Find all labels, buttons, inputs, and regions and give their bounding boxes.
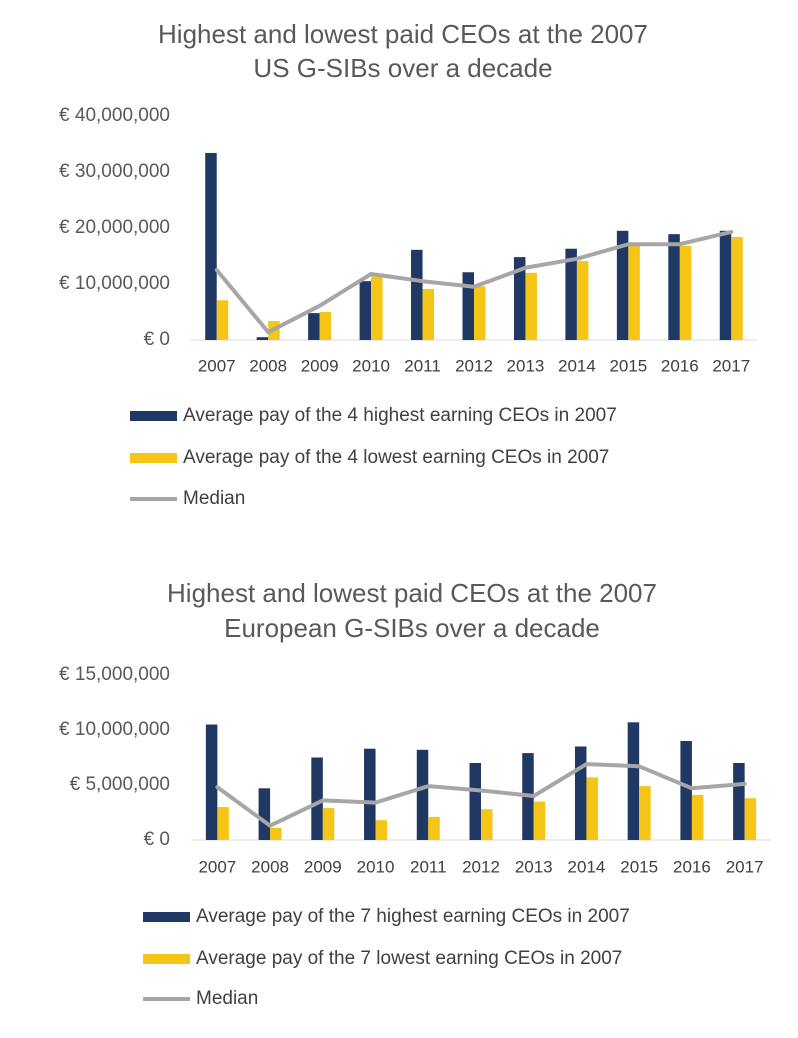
legend-label: Median [183, 488, 245, 509]
bar [731, 236, 743, 340]
y-tick-label: € 10,000,000 [59, 719, 170, 740]
bar [680, 741, 692, 840]
legend-swatch [143, 954, 190, 964]
x-tick-label: 2015 [620, 857, 658, 876]
y-tick-label: € 30,000,000 [59, 161, 170, 182]
chart-title: European G-SIBs over a decade [224, 613, 600, 643]
legend-swatch [130, 411, 177, 421]
x-tick-label: 2013 [515, 857, 553, 876]
bar [428, 816, 440, 840]
bar [576, 261, 589, 340]
bar [513, 257, 526, 340]
x-tick-label: 2017 [712, 356, 750, 375]
x-tick-label: 2007 [198, 857, 236, 876]
bar [375, 820, 388, 840]
x-tick-label: 2016 [673, 857, 711, 876]
bar [691, 794, 704, 840]
x-tick-label: 2012 [455, 356, 493, 375]
chart-title: Highest and lowest paid CEOs at the 2007 [158, 19, 648, 49]
y-tick-label: € 20,000,000 [59, 217, 170, 238]
bar [364, 748, 376, 840]
legend-label: Average pay of the 7 lowest earning CEOs… [196, 948, 622, 969]
x-tick-label: 2008 [249, 356, 287, 375]
line [215, 762, 747, 828]
bar [205, 152, 217, 340]
x-tick-label: 2009 [304, 857, 342, 876]
bar [565, 248, 577, 340]
bar [308, 313, 320, 340]
legend-label: Average pay of the 7 highest earning CEO… [196, 906, 630, 927]
bar [258, 788, 271, 840]
x-tick-label: 2015 [609, 356, 647, 375]
y-tick-label: € 15,000,000 [59, 664, 170, 685]
legend-label: Average pay of the 4 lowest earning CEOs… [183, 447, 609, 468]
bar [574, 746, 587, 840]
x-tick-label: 2017 [726, 857, 764, 876]
y-tick-label: € 0 [144, 829, 170, 850]
legend-label: Median [196, 988, 258, 1009]
bar [525, 272, 537, 340]
legend-swatch [130, 453, 177, 463]
bar [359, 281, 372, 340]
x-tick-label: 2007 [198, 356, 236, 375]
bar [322, 808, 335, 840]
bar [474, 286, 486, 340]
x-tick-label: 2009 [301, 356, 339, 375]
y-tick-label: € 10,000,000 [59, 273, 170, 294]
bar [668, 234, 680, 340]
bar [627, 722, 640, 840]
legend-label: Average pay of the 4 highest earning CEO… [183, 405, 617, 426]
x-tick-label: 2010 [352, 356, 390, 375]
bar [217, 807, 229, 840]
bar [628, 245, 640, 340]
x-tick-label: 2008 [251, 857, 289, 876]
bar [733, 763, 745, 840]
bar [679, 245, 692, 340]
bar [416, 749, 429, 840]
bar [533, 801, 546, 840]
bar [422, 289, 435, 340]
y-tick-label: € 40,000,000 [59, 105, 170, 126]
x-tick-label: 2016 [661, 356, 699, 375]
bar [319, 312, 332, 340]
bar [719, 230, 732, 340]
bar [256, 337, 269, 340]
bar [205, 724, 218, 840]
chart-title: Highest and lowest paid CEOs at the 2007 [167, 578, 657, 608]
y-tick-label: € 0 [144, 329, 170, 350]
x-tick-label: 2010 [357, 857, 395, 876]
bar [639, 786, 651, 840]
bar [270, 827, 282, 840]
bar [469, 763, 481, 840]
chart-title: US G-SIBs over a decade [253, 53, 552, 83]
x-tick-label: 2011 [404, 356, 441, 375]
bar [462, 272, 474, 340]
bar [216, 300, 229, 340]
bar [411, 249, 423, 340]
x-tick-label: 2013 [507, 356, 545, 375]
legend-swatch [143, 912, 190, 922]
bar [586, 777, 598, 840]
y-tick-label: € 5,000,000 [70, 774, 170, 795]
bar [616, 230, 629, 340]
x-tick-label: 2014 [558, 356, 596, 375]
bar [744, 798, 757, 840]
bar [481, 809, 493, 840]
bar [311, 757, 323, 840]
x-tick-label: 2011 [410, 857, 447, 876]
bar [371, 276, 383, 340]
line [214, 229, 734, 335]
x-tick-label: 2014 [568, 857, 606, 876]
x-tick-label: 2012 [462, 857, 500, 876]
